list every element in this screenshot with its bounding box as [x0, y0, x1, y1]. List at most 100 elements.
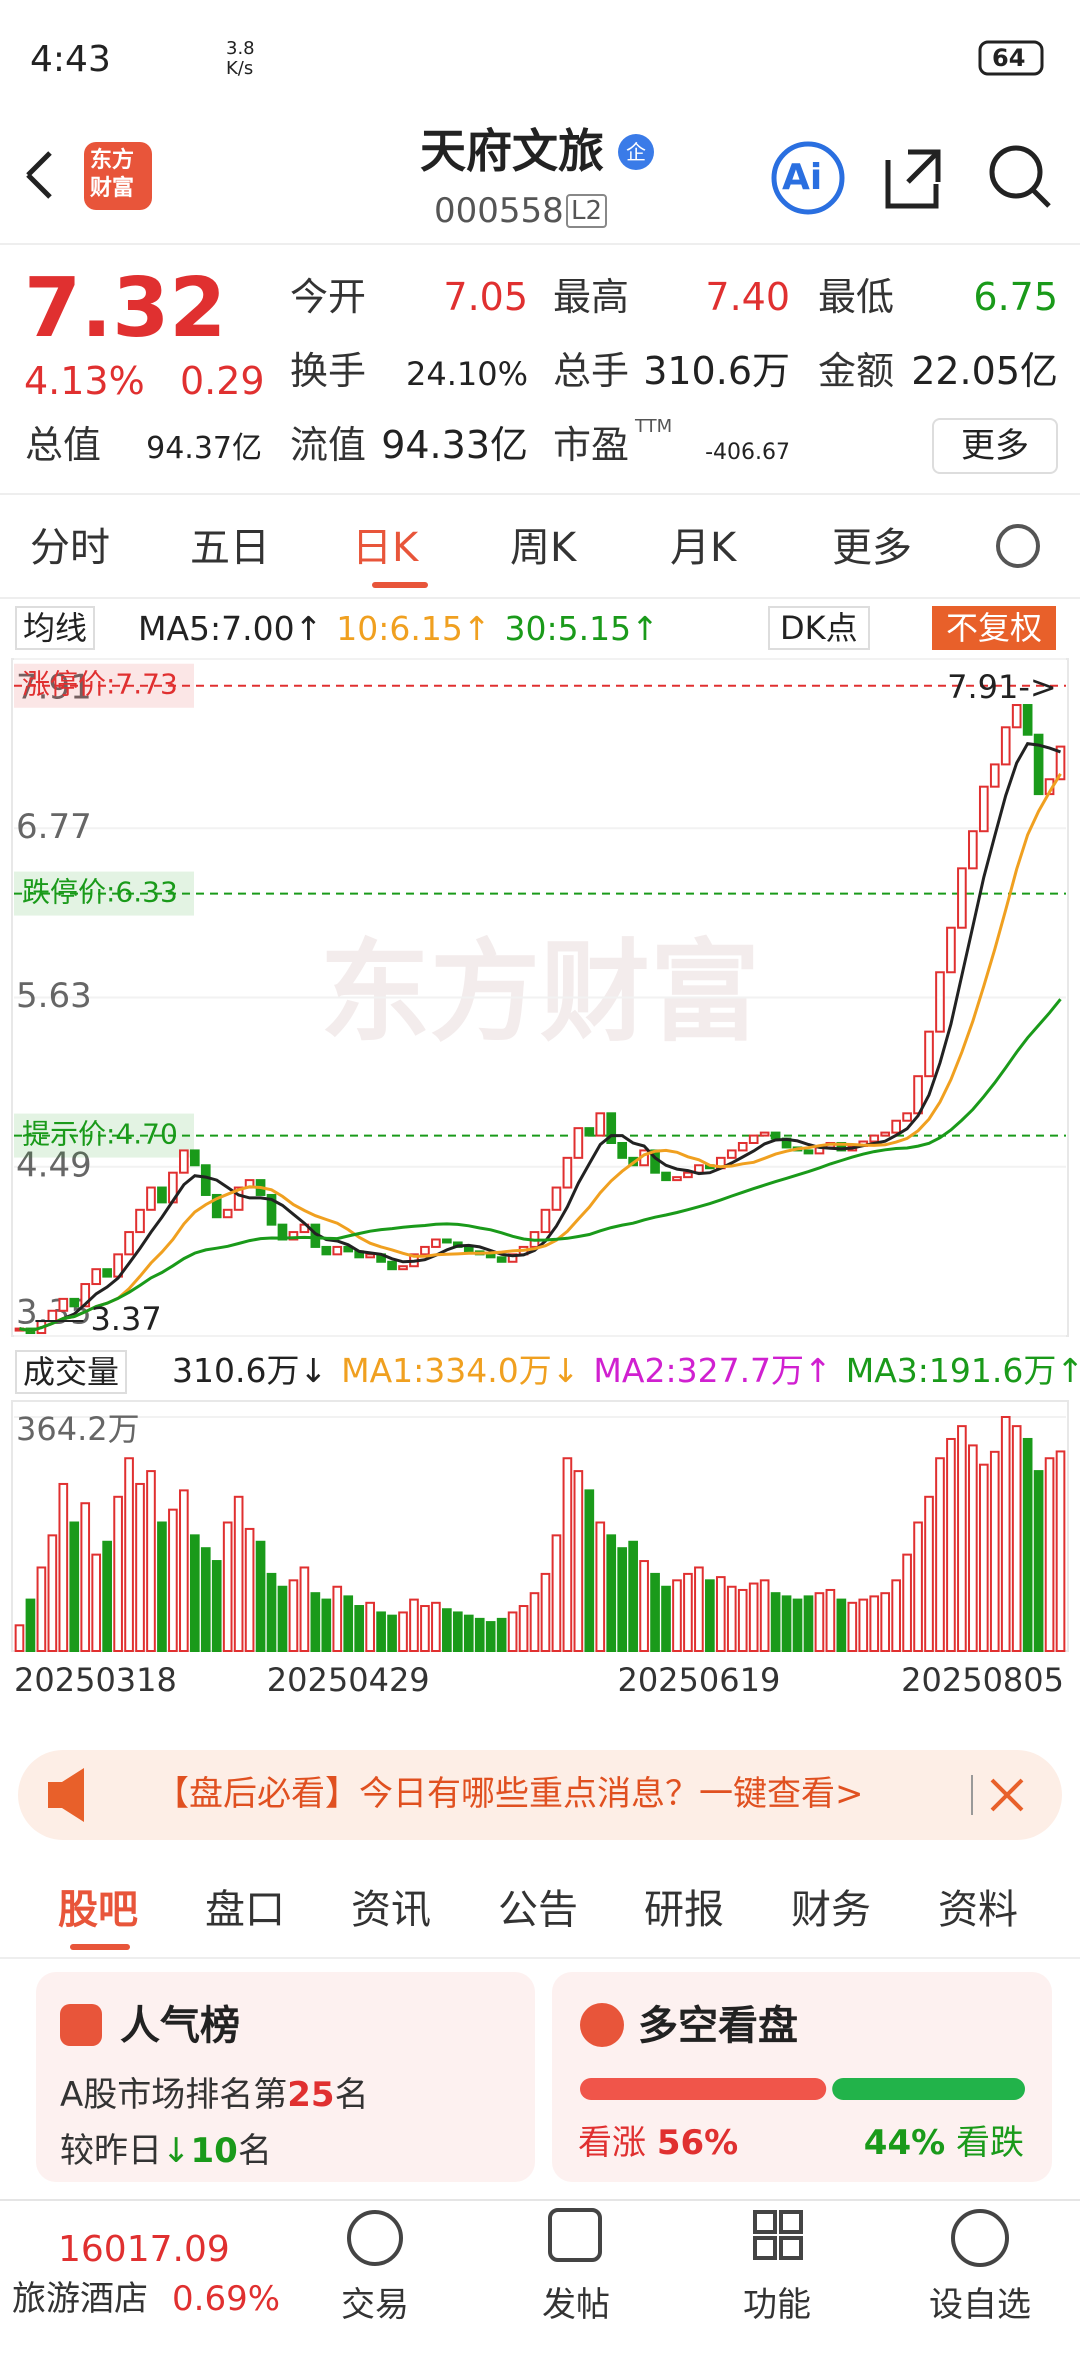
level-badge[interactable]: L2 — [566, 194, 608, 228]
volume-bar — [924, 1495, 934, 1653]
tab[interactable]: 更多 — [832, 525, 912, 571]
nav-label[interactable]: 设自选 — [929, 2285, 1031, 2325]
volume-bar — [902, 1553, 912, 1653]
nav-label[interactable]: 交易 — [341, 2285, 409, 2325]
subtab[interactable]: 研报 — [644, 1887, 724, 1933]
adjust-toggle[interactable]: 不复权 — [932, 606, 1057, 650]
card-title[interactable]: 人气榜 — [120, 2003, 240, 2049]
candle — [683, 1171, 693, 1179]
more-button[interactable]: 更多 — [932, 418, 1058, 474]
subtab[interactable]: 财务 — [791, 1887, 871, 1933]
nav-label[interactable]: 功能 — [743, 2285, 811, 2325]
back-icon[interactable] — [26, 151, 52, 199]
volume-bar — [244, 1527, 255, 1652]
field-label: 换手 — [290, 349, 367, 393]
function-icon[interactable] — [753, 2210, 803, 2260]
y-tick-label: 7.91 — [16, 668, 92, 708]
trade-icon[interactable] — [347, 2210, 403, 2266]
search-icon[interactable] — [989, 145, 1043, 199]
candle — [431, 1238, 441, 1248]
candle — [595, 1112, 606, 1137]
volume-toggle[interactable]: 成交量 — [15, 1350, 128, 1394]
volume-bar — [376, 1611, 386, 1652]
logo-text: 财富 — [90, 176, 135, 201]
search-icon[interactable] — [1031, 188, 1051, 208]
tab[interactable]: 周K — [510, 525, 577, 571]
volume-bar — [726, 1585, 737, 1653]
card-sentiment[interactable] — [552, 1972, 1052, 2182]
banner-bg[interactable] — [18, 1750, 1062, 1840]
limit-label: 涨停价:7.73 — [22, 668, 178, 701]
megaphone-icon — [48, 1768, 84, 1822]
subtab[interactable]: 盘口 — [205, 1887, 285, 1933]
bear-label: 看跌 — [956, 2123, 1024, 2163]
volume-bar — [409, 1598, 419, 1653]
subtab[interactable]: 公告 — [498, 1887, 578, 1933]
candle — [58, 1297, 69, 1312]
banner-text[interactable]: 【盘后必看】今日有哪些重点消息？一键查看> — [155, 1774, 864, 1814]
volume-bar — [507, 1611, 518, 1652]
ma-toggle[interactable]: 均线 — [15, 606, 96, 650]
field-value: 94.33亿 — [381, 423, 528, 467]
volume-bar — [584, 1489, 595, 1653]
volume-bar — [14, 1624, 25, 1652]
stock-name: 天府文旅 — [420, 124, 604, 178]
tab[interactable]: 分时 — [30, 525, 110, 571]
rank-text: A股市场排名第25名 — [60, 2078, 369, 2112]
volume-legend: MA1:334.0万↓ — [341, 1351, 580, 1390]
candle — [737, 1141, 748, 1152]
volume-bar — [759, 1579, 770, 1653]
candle — [759, 1131, 770, 1137]
index-value[interactable]: 16017.09 — [58, 2229, 230, 2270]
limit-label-bg — [14, 1113, 194, 1158]
battery-icon — [978, 40, 1044, 76]
share-icon[interactable] — [885, 149, 941, 209]
tab[interactable]: 日K — [352, 525, 419, 571]
volume-bar — [617, 1547, 628, 1652]
vs-icon — [580, 2003, 624, 2047]
x-tick-label: 20250805 — [901, 1661, 1064, 1699]
x-tick-label: 20250429 — [267, 1661, 430, 1699]
tab[interactable]: 月K — [670, 525, 737, 571]
nav-label[interactable]: 发帖 — [542, 2285, 610, 2325]
candle — [957, 867, 967, 929]
candle — [606, 1112, 617, 1144]
settings-icon[interactable] — [996, 524, 1040, 568]
candle — [179, 1149, 189, 1174]
card-popularity[interactable] — [36, 1972, 535, 2182]
sector-name[interactable]: 旅游酒店 — [12, 2279, 148, 2319]
volume-bar — [628, 1540, 638, 1652]
post-icon[interactable] — [548, 2208, 602, 2262]
ma-line — [19, 773, 1062, 1333]
ai-label[interactable]: Ai — [782, 157, 823, 198]
volume-bar — [869, 1595, 880, 1653]
volume-bar — [113, 1495, 123, 1653]
candle — [135, 1208, 145, 1234]
volume-bar — [836, 1598, 847, 1653]
candle — [157, 1186, 167, 1204]
candle — [1055, 745, 1066, 781]
field-value: 7.05 — [443, 275, 528, 319]
watchlist-icon[interactable] — [951, 2209, 1009, 2267]
tab[interactable]: 五日 — [190, 525, 270, 571]
volume-bar — [1011, 1425, 1022, 1652]
candle — [869, 1134, 880, 1143]
watermark: 东方财富 — [320, 928, 760, 1056]
dk-toggle[interactable]: DK点 — [768, 606, 870, 650]
volume-bar — [935, 1457, 945, 1653]
ai-icon[interactable] — [771, 141, 845, 215]
subtab[interactable]: 资料 — [938, 1887, 1018, 1933]
volume-legend: 310.6万↓ — [172, 1351, 328, 1390]
candle — [617, 1141, 628, 1159]
card-title[interactable]: 多空看盘 — [638, 2003, 798, 2049]
field-label: 总手 — [553, 349, 630, 393]
subtab[interactable]: 股吧 — [58, 1887, 138, 1933]
volume-bar — [102, 1540, 112, 1652]
volume-bar — [463, 1614, 474, 1652]
field-value: 6.75 — [973, 275, 1058, 319]
subtab[interactable]: 资讯 — [351, 1887, 431, 1933]
candle — [233, 1186, 244, 1211]
candle — [1011, 704, 1022, 729]
close-icon[interactable] — [990, 1778, 1024, 1812]
candle — [562, 1156, 573, 1189]
